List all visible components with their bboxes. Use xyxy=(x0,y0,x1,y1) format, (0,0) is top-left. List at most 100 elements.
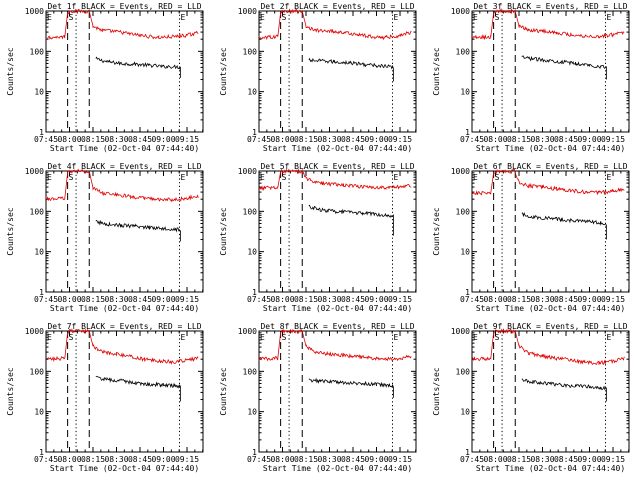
y-tick-label: 1 xyxy=(39,288,44,297)
detector-chart-4: Det_4f BLACK = Events, RED = LLD 1 10 100 10… xyxy=(6,162,204,313)
y-tick-label: 1 xyxy=(252,448,257,457)
y-tick-label: 10 xyxy=(247,248,257,257)
lld-series-line xyxy=(471,168,625,196)
x-axis-label: Start Time (02-Oct-04 07:44:40) xyxy=(476,144,625,153)
y-tick-label: 10 xyxy=(460,408,470,417)
time-marker-label: E xyxy=(393,13,398,22)
events-series-line xyxy=(308,377,394,398)
chart-title: Det_5f BLACK = Events, RED = LLD xyxy=(260,162,414,171)
y-tick-label: 1 xyxy=(465,448,470,457)
detector-panel-4: Det_4f BLACK = Events, RED = LLD 1 10 100 10… xyxy=(0,160,213,320)
y-tick-label: 1000 xyxy=(451,327,470,336)
detector-chart-3: Det_3f BLACK = Events, RED = LLD 1 10 100 10… xyxy=(432,2,630,153)
chart-title: Det_9f BLACK = Events, RED = LLD xyxy=(473,322,627,331)
x-tick-label: 07:45 xyxy=(247,295,271,304)
y-tick-label: 10 xyxy=(247,408,257,417)
x-tick-label: 08:00 xyxy=(57,455,81,464)
events-series-line xyxy=(521,55,607,80)
time-marker-label: E xyxy=(47,333,52,342)
y-tick-label: 1 xyxy=(39,128,44,137)
x-tick-label: 08:30 xyxy=(104,295,128,304)
x-tick-label: 08:15 xyxy=(294,295,318,304)
x-tick-label: 09:15 xyxy=(601,135,625,144)
y-axis-label: Counts/sec xyxy=(432,207,441,255)
y-tick-label: 10 xyxy=(34,408,44,417)
x-tick-label: 07:45 xyxy=(247,135,271,144)
x-tick-label: 07:45 xyxy=(460,295,484,304)
x-tick-label: 09:00 xyxy=(151,295,175,304)
lld-series-line xyxy=(45,8,199,40)
plot-frame xyxy=(45,10,204,133)
time-marker-label: E xyxy=(47,173,52,182)
x-tick-label: 08:00 xyxy=(483,295,507,304)
x-axis-label: Start Time (02-Oct-04 07:44:40) xyxy=(50,304,199,313)
x-tick-label: 08:30 xyxy=(317,135,341,144)
lld-series-line xyxy=(471,8,625,41)
time-marker-label: E xyxy=(260,333,265,342)
x-tick-label: 07:45 xyxy=(460,455,484,464)
plot-frame xyxy=(471,330,630,453)
time-marker-label: E xyxy=(180,13,185,22)
detector-chart-7: Det_7f BLACK = Events, RED = LLD 1 10 100 10… xyxy=(6,322,204,473)
lld-series-line xyxy=(45,328,199,365)
time-marker-label: E xyxy=(473,333,478,342)
y-tick-label: 1000 xyxy=(451,167,470,176)
x-axis-label: Start Time (02-Oct-04 07:44:40) xyxy=(476,304,625,313)
y-tick-label: 1 xyxy=(465,128,470,137)
x-tick-label: 09:00 xyxy=(364,295,388,304)
time-marker-label: S xyxy=(282,333,287,342)
time-marker-label: E xyxy=(260,13,265,22)
x-tick-label: 09:15 xyxy=(388,295,412,304)
y-axis-label: Counts/sec xyxy=(6,47,15,95)
y-tick-label: 10 xyxy=(34,88,44,97)
time-marker-label: S xyxy=(495,173,500,182)
y-tick-label: 100 xyxy=(30,207,45,216)
x-tick-label: 08:15 xyxy=(294,135,318,144)
x-tick-label: 08:30 xyxy=(317,455,341,464)
x-axis-label: Start Time (02-Oct-04 07:44:40) xyxy=(476,464,625,473)
y-tick-label: 100 xyxy=(243,47,258,56)
x-axis-label: Start Time (02-Oct-04 07:44:40) xyxy=(50,144,199,153)
y-tick-label: 100 xyxy=(30,367,45,376)
x-tick-label: 08:15 xyxy=(81,455,105,464)
time-marker-label: S xyxy=(69,173,74,182)
x-tick-label: 07:45 xyxy=(34,295,58,304)
detector-panel-8: Det_8f BLACK = Events, RED = LLD 1 10 100 10… xyxy=(213,320,426,480)
plot-frame xyxy=(258,330,417,453)
y-axis-label: Counts/sec xyxy=(6,207,15,255)
x-axis-label: Start Time (02-Oct-04 07:44:40) xyxy=(263,464,412,473)
lld-series-line xyxy=(258,328,412,362)
time-marker-label: E xyxy=(47,13,52,22)
y-tick-label: 100 xyxy=(456,207,471,216)
x-tick-label: 08:00 xyxy=(270,135,294,144)
x-tick-label: 08:15 xyxy=(507,455,531,464)
plot-frame xyxy=(258,10,417,133)
events-series-line xyxy=(521,211,607,240)
y-axis-label: Counts/sec xyxy=(219,207,228,255)
detector-panel-7: Det_7f BLACK = Events, RED = LLD 1 10 100 10… xyxy=(0,320,213,480)
time-marker-label: S xyxy=(282,13,287,22)
time-marker-label: S xyxy=(69,13,74,22)
detector-panel-2: Det_2f BLACK = Events, RED = LLD 1 10 100 10… xyxy=(213,0,426,160)
x-tick-label: 08:15 xyxy=(294,455,318,464)
y-tick-label: 1000 xyxy=(238,7,257,16)
x-tick-label: 08:00 xyxy=(57,295,81,304)
x-tick-label: 09:00 xyxy=(151,455,175,464)
y-tick-label: 1000 xyxy=(238,167,257,176)
events-series-line xyxy=(95,56,181,78)
x-tick-label: 09:00 xyxy=(364,455,388,464)
time-marker-label: E xyxy=(180,333,185,342)
y-tick-label: 100 xyxy=(30,47,45,56)
time-marker-label: S xyxy=(495,333,500,342)
detector-chart-2: Det_2f BLACK = Events, RED = LLD 1 10 100 10… xyxy=(219,2,417,153)
x-tick-label: 08:45 xyxy=(128,455,152,464)
detector-panel-5: Det_5f BLACK = Events, RED = LLD 1 10 100 10… xyxy=(213,160,426,320)
detector-panel-9: Det_9f BLACK = Events, RED = LLD 1 10 100 10… xyxy=(426,320,639,480)
plot-frame xyxy=(258,170,417,293)
chart-title: Det_2f BLACK = Events, RED = LLD xyxy=(260,2,414,11)
x-tick-label: 07:45 xyxy=(34,455,58,464)
time-marker-label: E xyxy=(606,173,611,182)
y-axis-label: Counts/sec xyxy=(219,47,228,95)
lld-series-line xyxy=(258,8,412,41)
x-tick-label: 07:45 xyxy=(460,135,484,144)
